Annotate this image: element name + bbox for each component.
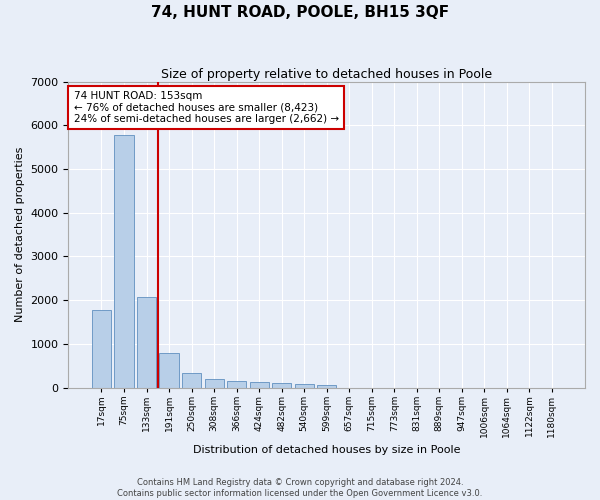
Bar [250, 382, 269, 388]
Bar [115, 135, 134, 388]
Bar [137, 296, 156, 388]
Text: Contains HM Land Registry data © Crown copyright and database right 2024.
Contai: Contains HM Land Registry data © Crown c… [118, 478, 482, 498]
Bar [227, 382, 246, 388]
Bar [182, 372, 201, 388]
Bar [160, 352, 179, 388]
Text: 74, HUNT ROAD, POOLE, BH15 3QF: 74, HUNT ROAD, POOLE, BH15 3QF [151, 5, 449, 20]
Bar [205, 379, 224, 388]
X-axis label: Distribution of detached houses by size in Poole: Distribution of detached houses by size … [193, 445, 460, 455]
Text: 74 HUNT ROAD: 153sqm
← 76% of detached houses are smaller (8,423)
24% of semi-de: 74 HUNT ROAD: 153sqm ← 76% of detached h… [74, 91, 338, 124]
Bar [92, 310, 111, 388]
Y-axis label: Number of detached properties: Number of detached properties [15, 147, 25, 322]
Bar [295, 384, 314, 388]
Bar [272, 383, 291, 388]
Title: Size of property relative to detached houses in Poole: Size of property relative to detached ho… [161, 68, 492, 80]
Bar [317, 384, 336, 388]
